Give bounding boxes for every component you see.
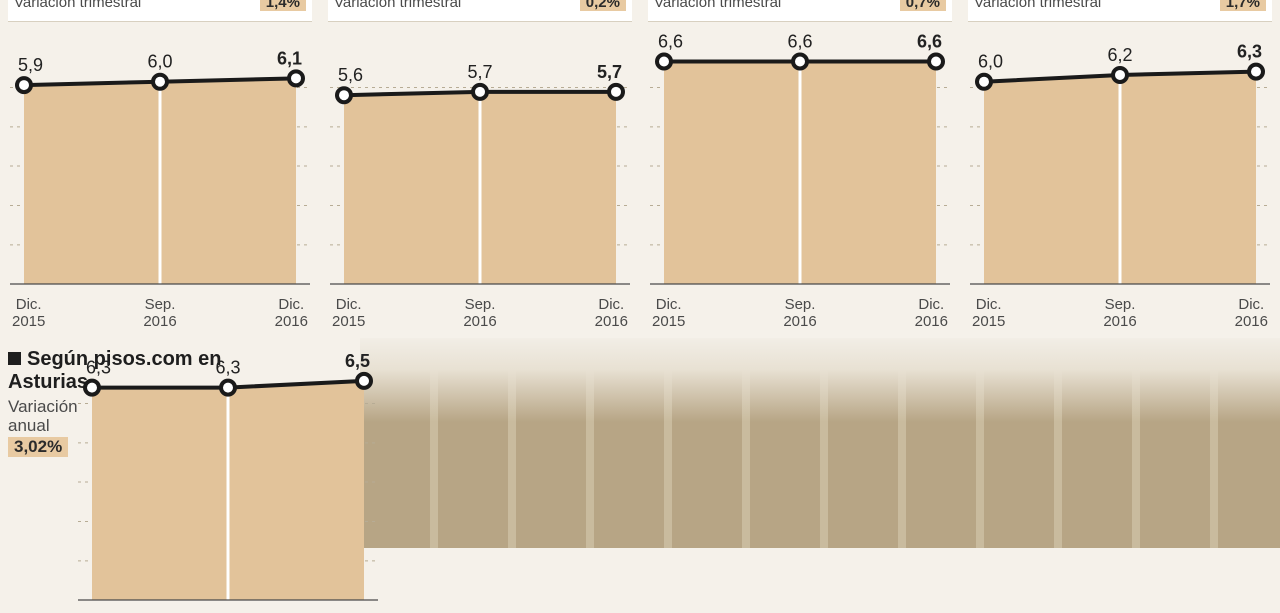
x-axis: Dic.2015 Sep.2016 Dic.2016 [968, 292, 1272, 331]
x-tick: Dic.2016 [1235, 296, 1268, 331]
svg-text:6,6: 6,6 [917, 31, 942, 51]
x-axis: Dic.2015 Sep.2016 Dic.2016 [328, 292, 632, 331]
x-tick: Dic.2016 [595, 296, 628, 331]
svg-text:6,1: 6,1 [277, 48, 302, 68]
svg-text:5,7: 5,7 [467, 62, 492, 82]
svg-text:6,2: 6,2 [1107, 45, 1132, 65]
x-axis: Dic.2015 Sep.2016 Dic.2016 [8, 292, 312, 331]
x-tick: Dic.2015 [12, 296, 45, 331]
svg-text:6,6: 6,6 [787, 31, 812, 51]
panel-header-label: Variación trimestral [334, 0, 461, 11]
buildings-photo [360, 338, 1280, 548]
svg-text:5,9: 5,9 [18, 55, 43, 75]
top-charts-row: Variación trimestral 1,4% 5,9 6,0 6,1 Dic.… [0, 0, 1280, 331]
panel-header: Variación trimestral 1,7% [968, 0, 1272, 22]
panel-header: Variación trimestral 1,4% [8, 0, 312, 22]
chart-panel-0: Variación trimestral 1,4% 5,9 6,0 6,1 Dic.… [8, 0, 312, 331]
bullet-icon [8, 352, 21, 365]
chart-area: 6,0 6,2 6,3 [968, 22, 1272, 292]
panel-header-label: Variación trimestral [654, 0, 781, 11]
panel-header-badge: 0,2% [580, 0, 626, 11]
svg-text:6,0: 6,0 [147, 52, 172, 72]
svg-text:6,6: 6,6 [658, 31, 683, 51]
svg-text:5,6: 5,6 [338, 65, 363, 85]
chart-area: 6,6 6,6 6,6 [648, 22, 952, 292]
bottom-area: Según pisos.com en Asturias Variación an… [0, 338, 1280, 548]
panel-header-label: Variación trimestral [974, 0, 1101, 11]
x-tick: Sep.2016 [463, 296, 496, 331]
chart-panel-3: Variación trimestral 1,7% 6,0 6,2 6,3 Dic.… [968, 0, 1272, 331]
panel-header-badge: 1,7% [1220, 0, 1266, 11]
panel-header-badge: 1,4% [260, 0, 306, 11]
x-tick: Sep.2016 [1103, 296, 1136, 331]
svg-text:6,3: 6,3 [215, 358, 240, 378]
x-tick: Dic.2015 [652, 296, 685, 331]
svg-text:5,7: 5,7 [597, 62, 622, 82]
chart-panel-1: Variación trimestral 0,2% 5,6 5,7 5,7 Dic.… [328, 0, 632, 331]
x-tick: Dic.2015 [972, 296, 1005, 331]
x-tick: Dic.2016 [915, 296, 948, 331]
x-axis: Dic.2015 Sep.2016 Dic.2016 [648, 292, 952, 331]
panel-header-badge: 0,7% [900, 0, 946, 11]
chart-area: 5,9 6,0 6,1 [8, 22, 312, 292]
panel-header: Variación trimestral 0,2% [328, 0, 632, 22]
chart-panel-2: Variación trimestral 0,7% 6,6 6,6 6,6 Dic.… [648, 0, 952, 331]
svg-text:6,3: 6,3 [1237, 42, 1262, 62]
variation-badge: 3,02% [8, 437, 68, 457]
x-tick: Dic.2016 [275, 296, 308, 331]
x-tick: Dic.2015 [332, 296, 365, 331]
svg-text:6,5: 6,5 [345, 351, 370, 371]
bottom-chart: 6,3 6,3 6,5 [78, 338, 378, 548]
svg-text:6,3: 6,3 [86, 358, 111, 378]
chart-area: 5,6 5,7 5,7 [328, 22, 632, 292]
x-tick: Sep.2016 [783, 296, 816, 331]
svg-text:6,0: 6,0 [978, 52, 1003, 72]
panel-header-label: Variación trimestral [14, 0, 141, 11]
panel-header: Variación trimestral 0,7% [648, 0, 952, 22]
x-tick: Sep.2016 [143, 296, 176, 331]
